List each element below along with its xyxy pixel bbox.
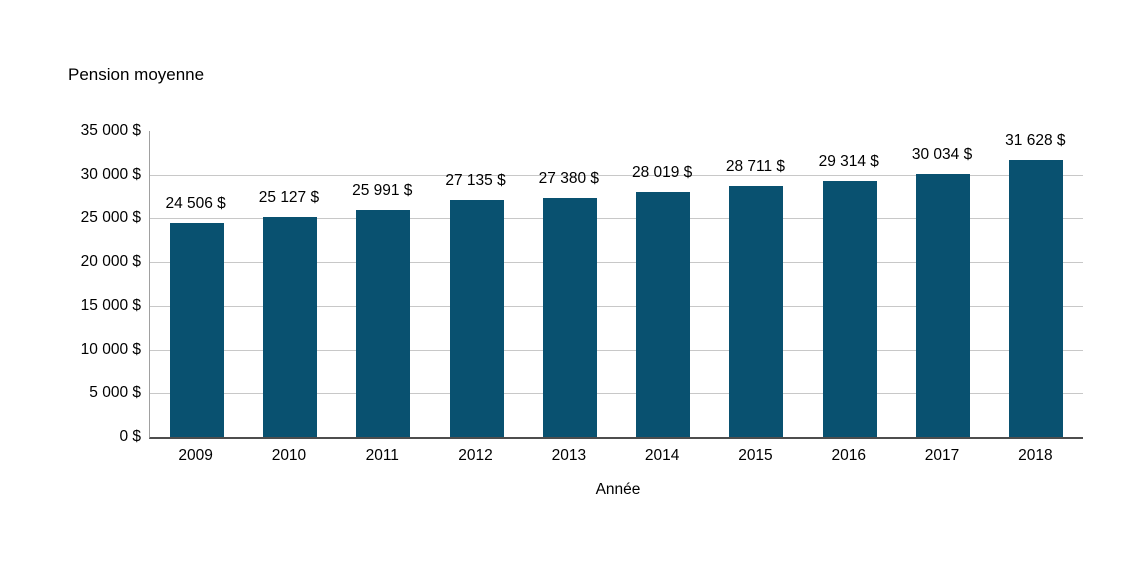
y-axis-tick-label: 15 000 $: [80, 296, 141, 314]
x-axis-tick-label: 2017: [924, 447, 960, 464]
bar: [449, 199, 504, 437]
gridline: [150, 174, 1083, 176]
bar-value-label: 27 135 $: [445, 171, 506, 189]
chart-title: Pension moyenne: [68, 65, 205, 84]
x-axis-tick-label: 2016: [831, 447, 866, 464]
bar: [636, 192, 691, 437]
bar-value-label: 31 628 $: [1005, 132, 1066, 150]
gridline: [150, 218, 1083, 220]
bar: [542, 197, 597, 437]
bar-value-label: 28 711 $: [725, 157, 786, 175]
y-axis-tick-label: 35 000 $: [80, 122, 141, 139]
x-axis-tick-label: 2018: [1018, 447, 1053, 464]
x-axis-tick-label: 2015: [738, 447, 773, 464]
bar: [916, 174, 971, 437]
bar-value-label: 30 034 $: [911, 146, 973, 164]
x-axis-title: Année: [595, 481, 641, 498]
bar: [729, 185, 784, 437]
x-axis-tick-label: 2014: [644, 447, 680, 464]
bar: [356, 209, 411, 437]
bar: [1009, 160, 1064, 437]
y-axis-tick-label: 10 000 $: [80, 340, 141, 358]
x-axis-tick-label: 2011: [365, 447, 399, 464]
x-axis-tick-label: 2013: [551, 447, 587, 464]
bar-value-label: 28 019 $: [631, 164, 693, 182]
bar-value-label: 29 314 $: [818, 152, 879, 170]
gridline: [150, 393, 1083, 395]
gridline: [150, 305, 1083, 307]
y-axis-tick-label: 30 000 $: [80, 165, 141, 183]
y-axis-tick-label: 25 000 $: [80, 209, 141, 227]
bar: [822, 180, 877, 437]
bar: [262, 217, 317, 437]
gridline: [150, 262, 1083, 264]
gridline: [150, 349, 1083, 351]
x-axis-tick-label: 2010: [271, 447, 307, 464]
bar: [169, 222, 224, 437]
bar-value-label: 24 506 $: [165, 194, 226, 212]
y-axis-tick-label: 5 000 $: [89, 384, 141, 402]
bar-value-label: 25 127 $: [258, 189, 320, 207]
bar-value-label: 25 991 $: [352, 181, 413, 199]
bar-value-label: 27 380 $: [538, 169, 600, 187]
x-axis-tick-label: 2009: [178, 447, 213, 464]
plot-area: [149, 131, 1083, 439]
y-axis-tick-label: 0 $: [119, 428, 141, 445]
y-axis-tick-label: 20 000 $: [80, 253, 141, 271]
x-axis-tick-label: 2012: [458, 447, 493, 464]
